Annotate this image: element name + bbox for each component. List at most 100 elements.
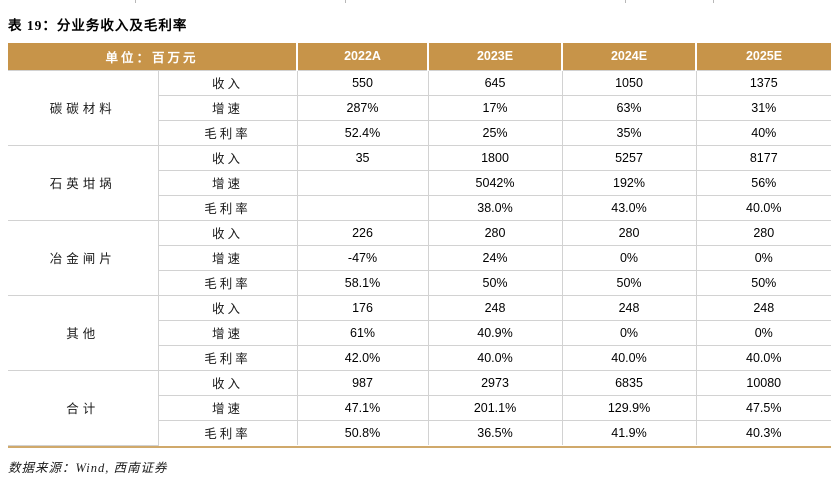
value-cell: 248 [695,294,832,321]
value-cell: 17% [427,94,563,121]
value-cell: 41.9% [561,419,697,445]
value-cell: 6835 [561,369,697,396]
table-row: 合计 收入 987 2973 6835 10080 [8,369,832,446]
value-cell: 2973 [427,369,563,396]
table-title: 表 19：分业务收入及毛利率 [8,18,188,33]
value-cell: 35 [296,144,429,171]
value-cell: 248 [427,294,563,321]
metric-cell: 收入 [157,69,298,96]
value-cell: 50% [427,269,563,296]
value-cell: 31% [695,94,832,121]
page-crop-artifacts [0,0,839,4]
value-cell: 280 [427,219,563,246]
value-cell: 40.3% [695,419,832,445]
table-row: 碳碳材料 收入 550 645 1050 1375 [8,69,832,146]
category-cell: 碳碳材料 [8,69,159,146]
table-row: 毛利率 38.0% 43.0% 40.0% [8,194,832,221]
crop-tick [135,0,136,3]
value-cell: 0% [561,244,697,271]
value-cell: 129.9% [561,394,697,421]
value-cell: 550 [296,69,429,96]
value-cell: 0% [695,244,832,271]
value-cell: 40.0% [427,344,563,371]
value-cell: 24% [427,244,563,271]
value-cell: 201.1% [427,394,563,421]
value-cell: 5257 [561,144,697,171]
value-cell: 1800 [427,144,563,171]
value-cell: 192% [561,169,697,196]
table-row: 增速 47.1% 201.1% 129.9% 47.5% [8,394,832,421]
table-row: 石英坩埚 收入 35 1800 5257 8177 [8,144,832,221]
value-cell: 280 [695,219,832,246]
metric-cell: 增速 [157,94,298,121]
table-row: 毛利率 50.8% 36.5% 41.9% 40.3% [8,419,832,445]
value-cell: 50% [561,269,697,296]
value-cell: 40.0% [561,344,697,371]
segment-revenue-table: 单位：百万元 2022A 2023E 2024E 2025E 碳碳材料 收入 5… [8,43,832,446]
unit-header-cell: 单位：百万元 [8,43,298,70]
value-cell: 47.5% [695,394,832,421]
value-cell: 40.0% [695,194,832,221]
value-cell: 50.8% [296,419,429,445]
category-cell: 石英坩埚 [8,144,159,221]
metric-cell: 收入 [157,294,298,321]
category-cell: 其他 [8,294,159,371]
crop-tick [713,0,714,3]
value-cell: 58.1% [296,269,429,296]
metric-cell: 收入 [157,369,298,396]
metric-cell: 毛利率 [157,269,298,296]
value-cell: 1375 [695,69,832,96]
table-row: 冶金闸片 收入 226 280 280 280 [8,219,832,296]
value-cell: 226 [296,219,429,246]
value-cell [296,169,429,196]
metric-cell: 毛利率 [157,344,298,371]
value-cell: 38.0% [427,194,563,221]
value-cell: 987 [296,369,429,396]
value-cell: 40.0% [695,344,832,371]
value-cell: 47.1% [296,394,429,421]
value-cell: 0% [695,319,832,346]
value-cell: 1050 [561,69,697,96]
value-cell: 280 [561,219,697,246]
value-cell: 0% [561,319,697,346]
table-row: 毛利率 58.1% 50% 50% 50% [8,269,832,296]
data-source-note: 数据来源：Wind, 西南证券 [8,460,168,475]
value-cell: 8177 [695,144,832,171]
year-header-2024e: 2024E [561,43,697,70]
crop-tick [625,0,626,3]
metric-cell: 增速 [157,244,298,271]
value-cell: 25% [427,119,563,146]
value-cell: 43.0% [561,194,697,221]
value-cell: 645 [427,69,563,96]
report-page: 表 19：分业务收入及毛利率 单位：百万元 2022A 2023E 2024E … [8,18,832,475]
crop-tick [345,0,346,3]
value-cell: 5042% [427,169,563,196]
value-cell: 52.4% [296,119,429,146]
metric-cell: 增速 [157,169,298,196]
value-cell: 50% [695,269,832,296]
value-cell: 36.5% [427,419,563,445]
year-header-2025e: 2025E [695,43,832,70]
value-cell: 248 [561,294,697,321]
value-cell: 40% [695,119,832,146]
value-cell: 287% [296,94,429,121]
year-header-2022a: 2022A [296,43,429,70]
value-cell [296,194,429,221]
value-cell: 42.0% [296,344,429,371]
metric-cell: 毛利率 [157,419,298,445]
table-row: 增速 -47% 24% 0% 0% [8,244,832,271]
year-header-2023e: 2023E [427,43,563,70]
value-cell: -47% [296,244,429,271]
metric-cell: 增速 [157,394,298,421]
value-cell: 176 [296,294,429,321]
value-cell: 63% [561,94,697,121]
value-cell: 35% [561,119,697,146]
table-header-row: 单位：百万元 2022A 2023E 2024E 2025E [8,43,832,70]
category-cell: 合计 [8,369,159,446]
segment-revenue-table-wrapper: 单位：百万元 2022A 2023E 2024E 2025E 碳碳材料 收入 5… [8,43,832,448]
metric-cell: 毛利率 [157,119,298,146]
category-cell: 冶金闸片 [8,219,159,296]
metric-cell: 收入 [157,144,298,171]
value-cell: 61% [296,319,429,346]
value-cell: 40.9% [427,319,563,346]
